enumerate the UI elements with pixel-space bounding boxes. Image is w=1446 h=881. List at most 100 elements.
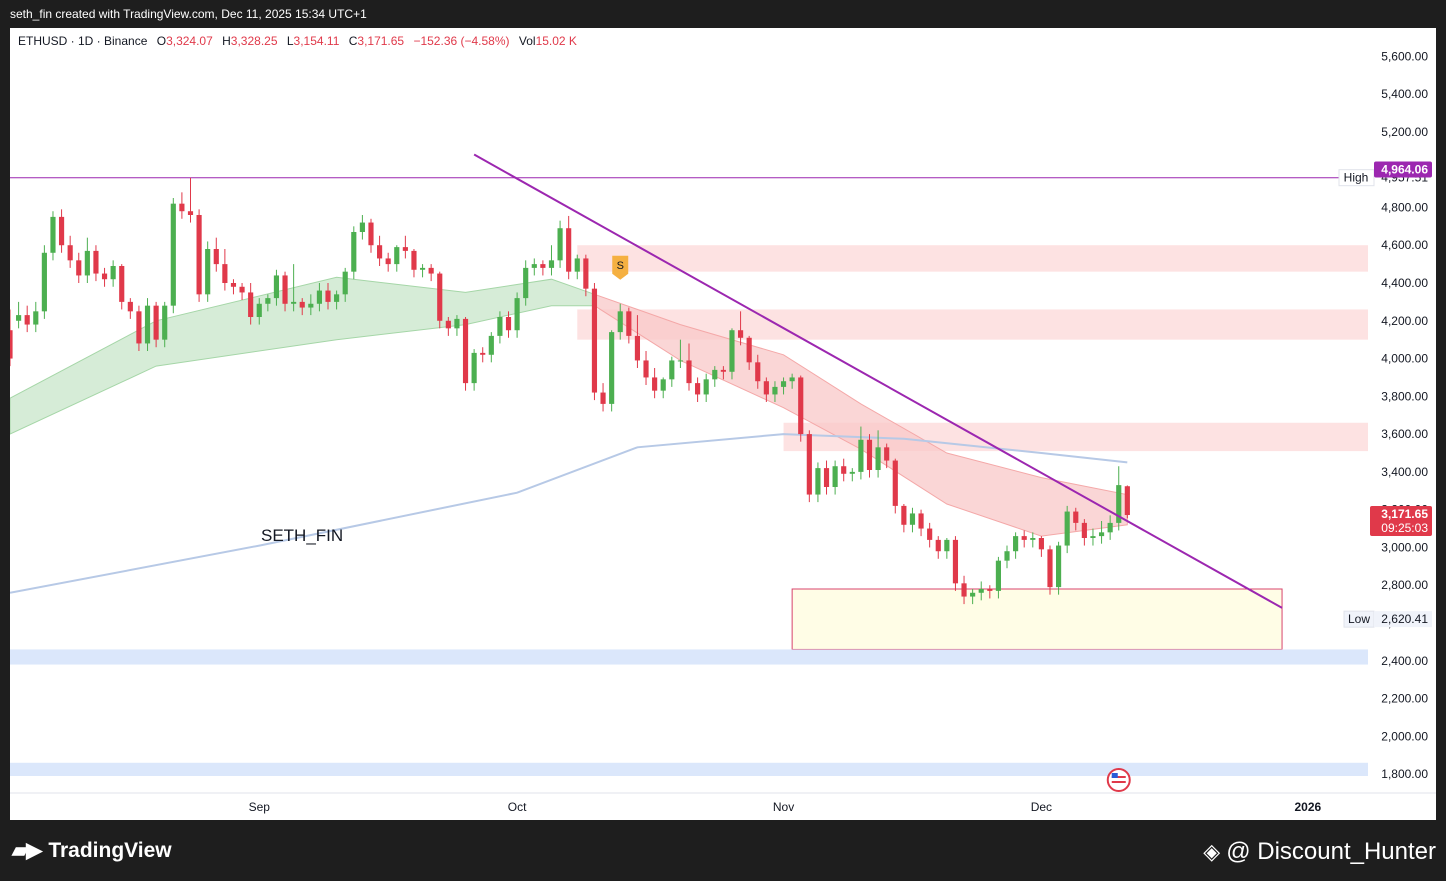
last-price-text: 3,171.65 [1381,507,1428,521]
candle-body-121 [1047,549,1053,588]
candle-body-119 [1030,538,1036,540]
candle-body-6 [58,216,65,246]
price-tick-label: 5,200.00 [1381,125,1428,139]
candle-body-17 [153,305,159,340]
candle-body-22 [196,215,202,295]
chart-area[interactable]: S1,800.002,000.002,200.002,400.002,600.0… [10,28,1436,820]
top-price-badge [1374,161,1432,178]
price-tick-label: 4,200.00 [1381,314,1428,328]
low-value-label: 2,620.41 [1381,612,1428,626]
candle-body-78 [677,360,683,362]
candle-body-0 [10,330,13,359]
candle-body-100 [866,439,873,470]
candle-body-104 [901,505,907,525]
candle-body-3 [33,311,39,325]
tradingview-logo[interactable]: ▰▶ TradingView [12,838,172,863]
price-tick-label: 4,400.00 [1381,276,1428,290]
high-value: 3,328.25 [230,34,278,48]
candle-body-54 [471,352,477,384]
signal-label: S [617,260,624,272]
symbol-name[interactable]: ETHUSD · 1D · Binance [18,34,148,48]
candle-body-99 [858,439,864,472]
price-tick-label: 3,000.00 [1381,540,1428,554]
candle-body-110 [952,539,959,584]
price-tick-label: 5,600.00 [1381,49,1428,63]
candle-body-80 [695,383,701,395]
zone-blue-5 [10,762,1368,776]
price-tick-label: 5,400.00 [1381,87,1428,101]
candle-body-14 [127,301,133,312]
high-label: High [1344,171,1369,185]
candle-body-94 [815,468,821,495]
tradingview-logo-text: TradingView [48,838,172,862]
candle-body-92 [798,377,804,435]
candle-body-76 [660,379,666,391]
candle-body-66 [574,258,580,272]
candle-body-116 [1004,551,1010,561]
bar-countdown-text: 09:25:03 [1381,521,1428,535]
flag-canton [1111,773,1118,778]
candle-body-58 [505,317,512,331]
low-label: Low [1348,612,1370,626]
time-tick-label: Dec [1031,800,1052,814]
candle-body-42 [368,222,374,246]
us-flag-icon [1106,768,1131,792]
candle-body-79 [686,360,692,384]
candle-body-32 [282,275,288,304]
trendline [473,153,1283,609]
candle-body-43 [377,245,383,259]
candle-body-109 [944,539,950,552]
candle-body-13 [119,266,125,302]
candle-body-28 [248,292,254,317]
candle-body-59 [514,298,520,331]
candle-body-56 [488,335,494,355]
candle-body-20 [179,203,185,212]
candle-body-65 [566,228,572,272]
candle-body-120 [1038,538,1044,550]
candle-body-53 [462,318,469,384]
close-label: C [348,34,358,48]
candle-body-88 [763,381,769,395]
candle-body-19 [170,203,176,306]
price-tick-label: 4,000.00 [1381,352,1428,366]
candle-body-40 [351,232,357,272]
chart-caption: seth_fin created with TradingView.com, D… [10,7,367,21]
candle-body-129 [1116,485,1122,523]
price-tick-label: 2,800.00 [1381,578,1428,592]
candle-body-10 [93,250,99,274]
close-value: 3,171.65 [357,34,405,48]
price-tick-label: 2,000.00 [1381,729,1428,743]
candle-body-15 [136,311,142,344]
candle-body-48 [419,267,426,270]
candle-body-125 [1081,522,1087,538]
zone-yellow-3 [791,588,1283,650]
price-chart[interactable]: S1,800.002,000.002,200.002,400.002,600.0… [10,28,1436,820]
footer-bar: ▰▶ TradingView ◈ @ Discount_Hunter [0,820,1446,881]
candle-body-122 [1056,545,1062,588]
candle-body-67 [583,258,589,289]
candle-body-23 [205,249,211,295]
author-watermark: SETH_FIN [261,526,344,545]
candle-body-57 [497,317,503,336]
candle-body-83 [720,369,726,372]
candle-body-55 [480,352,486,355]
candle-body-114 [987,589,993,591]
time-tick-label: 2026 [1294,800,1321,814]
price-tick-label: 1,800.00 [1381,767,1428,781]
low-value-box [1374,611,1432,628]
candle-body-30 [265,298,271,304]
candle-body-91 [789,377,795,382]
candle-body-86 [746,337,752,363]
candle-body-123 [1064,511,1070,546]
flag-stripe-2 [1111,781,1126,783]
top-price-badge-text: 4,964.06 [1381,162,1428,176]
candle-body-9 [84,250,90,276]
candle-body-33 [291,301,297,304]
candle-body-85 [737,330,744,338]
change-value: −152.36 (−4.58%) [413,34,510,48]
price-tick-label: 4,600.00 [1381,238,1428,252]
candle-body-62 [540,264,546,268]
s-flag-icon [612,255,629,280]
candle-body-47 [411,250,417,270]
candle-body-75 [652,377,658,391]
